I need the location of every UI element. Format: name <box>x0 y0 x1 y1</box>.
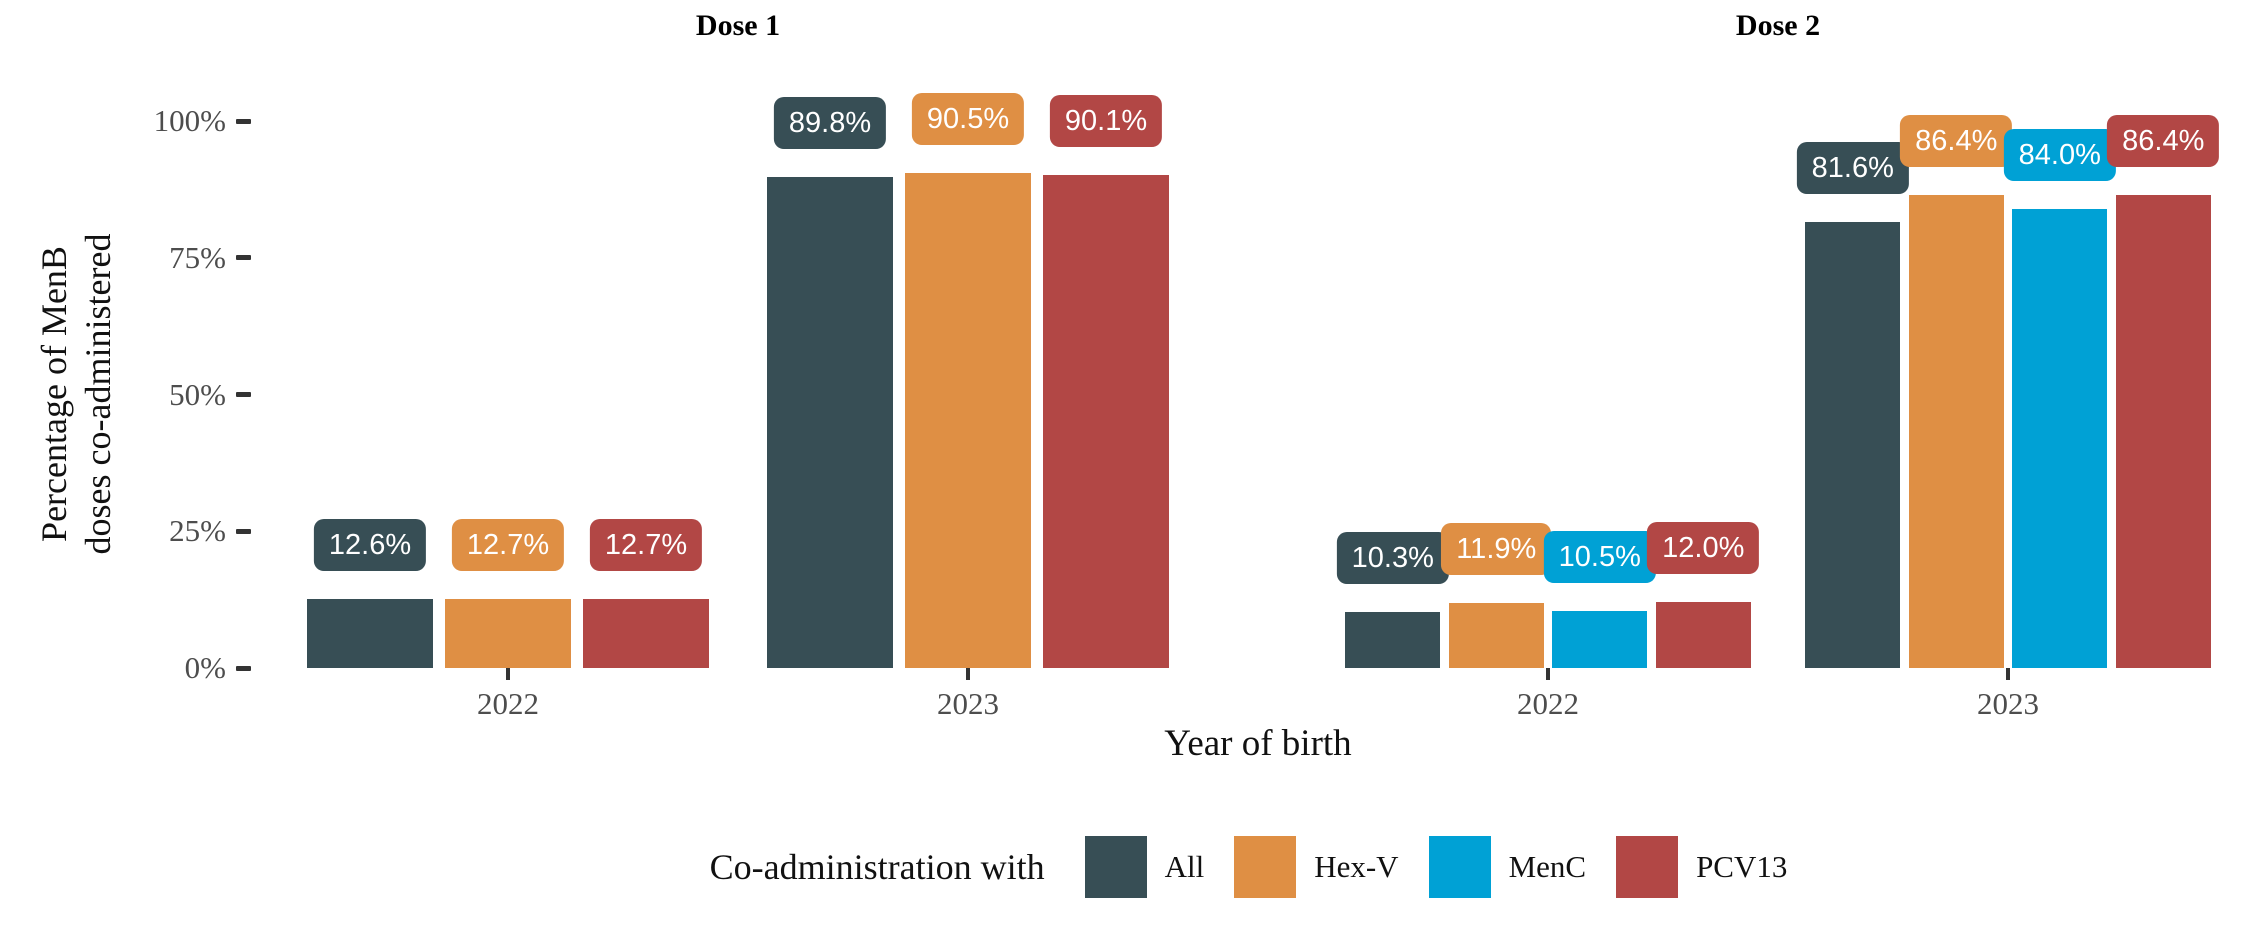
x-axis-title: Year of birth <box>1164 723 1352 764</box>
bar-dose1-2023-all <box>766 176 894 668</box>
legend-swatch-pcv13 <box>1616 836 1679 898</box>
legend-swatch-menc <box>1428 836 1491 898</box>
bar-value-label-dose2-2022-pcv13: 12.0% <box>1647 522 1760 575</box>
x-tick-mark <box>1546 668 1550 680</box>
bar-dose1-2023-hex-v <box>904 172 1032 668</box>
x-tick-mark <box>506 668 510 680</box>
bar-dose2-2023-pcv13 <box>2115 195 2211 668</box>
x-tick-label: 2022 <box>477 686 539 721</box>
y-tick-label: 50% <box>169 376 226 412</box>
y-tick-mark <box>236 665 251 671</box>
bar-value-label-dose1-2023-pcv13: 90.1% <box>1049 95 1163 148</box>
facet-title-dose2: Dose 2 <box>1735 9 1821 42</box>
bar-dose2-2022-pcv13 <box>1655 602 1751 668</box>
y-tick-label: 25% <box>169 513 226 549</box>
bar-value-label-dose1-2023-hex-v: 90.5% <box>911 92 1025 145</box>
legend-entry-menc: MenC <box>1428 836 1587 898</box>
legend-entries: All Hex-V MenC PCV13 <box>1055 836 1787 898</box>
bar-dose2-2023-hex-v <box>1908 195 2004 668</box>
legend-swatch-hex-v <box>1234 836 1297 898</box>
x-tick-label: 2023 <box>1977 686 2039 721</box>
x-tick-mark <box>966 668 970 680</box>
legend-label: PCV13 <box>1696 849 1788 884</box>
bar-dose2-2023-all <box>1805 221 1901 668</box>
x-tick-mark <box>2006 668 2010 680</box>
bar-dose1-2023-pcv13 <box>1042 175 1170 668</box>
legend: Co-administration with All Hex-V MenC PCV13 <box>240 832 2257 902</box>
bar-value-label-dose1-2023-all: 89.8% <box>773 96 887 149</box>
bar-value-label-dose2-2022-menc: 10.5% <box>1543 530 1656 583</box>
legend-entry-hex-v: Hex-V <box>1234 836 1399 898</box>
y-tick-label: 100% <box>153 103 226 138</box>
bar-dose1-2022-hex-v <box>444 598 572 668</box>
y-tick-mark <box>236 528 251 534</box>
bar-dose2-2022-all <box>1345 611 1441 668</box>
bar-value-label-dose2-2023-pcv13: 86.4% <box>2107 115 2220 168</box>
bar-value-label-dose2-2023-menc: 84.0% <box>2003 128 2116 181</box>
bar-value-label-dose2-2022-hex-v: 11.9% <box>1441 522 1552 575</box>
y-tick-mark <box>236 255 251 261</box>
legend-title: Co-administration with <box>709 847 1045 887</box>
legend-label: All <box>1164 849 1205 884</box>
bar-value-label-dose2-2023-hex-v: 86.4% <box>1900 115 2013 168</box>
bar-dose1-2022-pcv13 <box>582 598 710 668</box>
x-tick-label: 2023 <box>937 686 999 721</box>
bar-value-label-dose1-2022-hex-v: 12.7% <box>451 518 565 571</box>
legend-swatch-all <box>1084 836 1147 898</box>
bar-value-label-dose2-2023-all: 81.6% <box>1796 141 1909 194</box>
bar-dose2-2022-hex-v <box>1448 602 1544 668</box>
bar-value-label-dose1-2022-all: 12.6% <box>313 519 427 572</box>
x-tick-label: 2022 <box>1517 686 1579 721</box>
y-tick-label: 75% <box>169 239 226 275</box>
y-tick-mark <box>236 118 251 124</box>
y-tick-mark <box>236 392 251 397</box>
bar-dose2-2022-menc <box>1552 610 1648 668</box>
y-tick-label: 0% <box>184 650 226 685</box>
bar-dose2-2023-menc <box>2012 208 2108 668</box>
bar-value-label-dose2-2022-all: 10.3% <box>1336 531 1449 584</box>
legend-entry-all: All <box>1084 836 1205 898</box>
legend-label: Hex-V <box>1314 849 1399 884</box>
bar-dose1-2022-all <box>306 599 434 668</box>
facet-title-dose1: Dose 1 <box>695 9 781 42</box>
bar-value-label-dose1-2022-pcv13: 12.7% <box>589 518 703 571</box>
legend-label: MenC <box>1508 849 1587 884</box>
legend-entry-pcv13: PCV13 <box>1616 836 1787 898</box>
